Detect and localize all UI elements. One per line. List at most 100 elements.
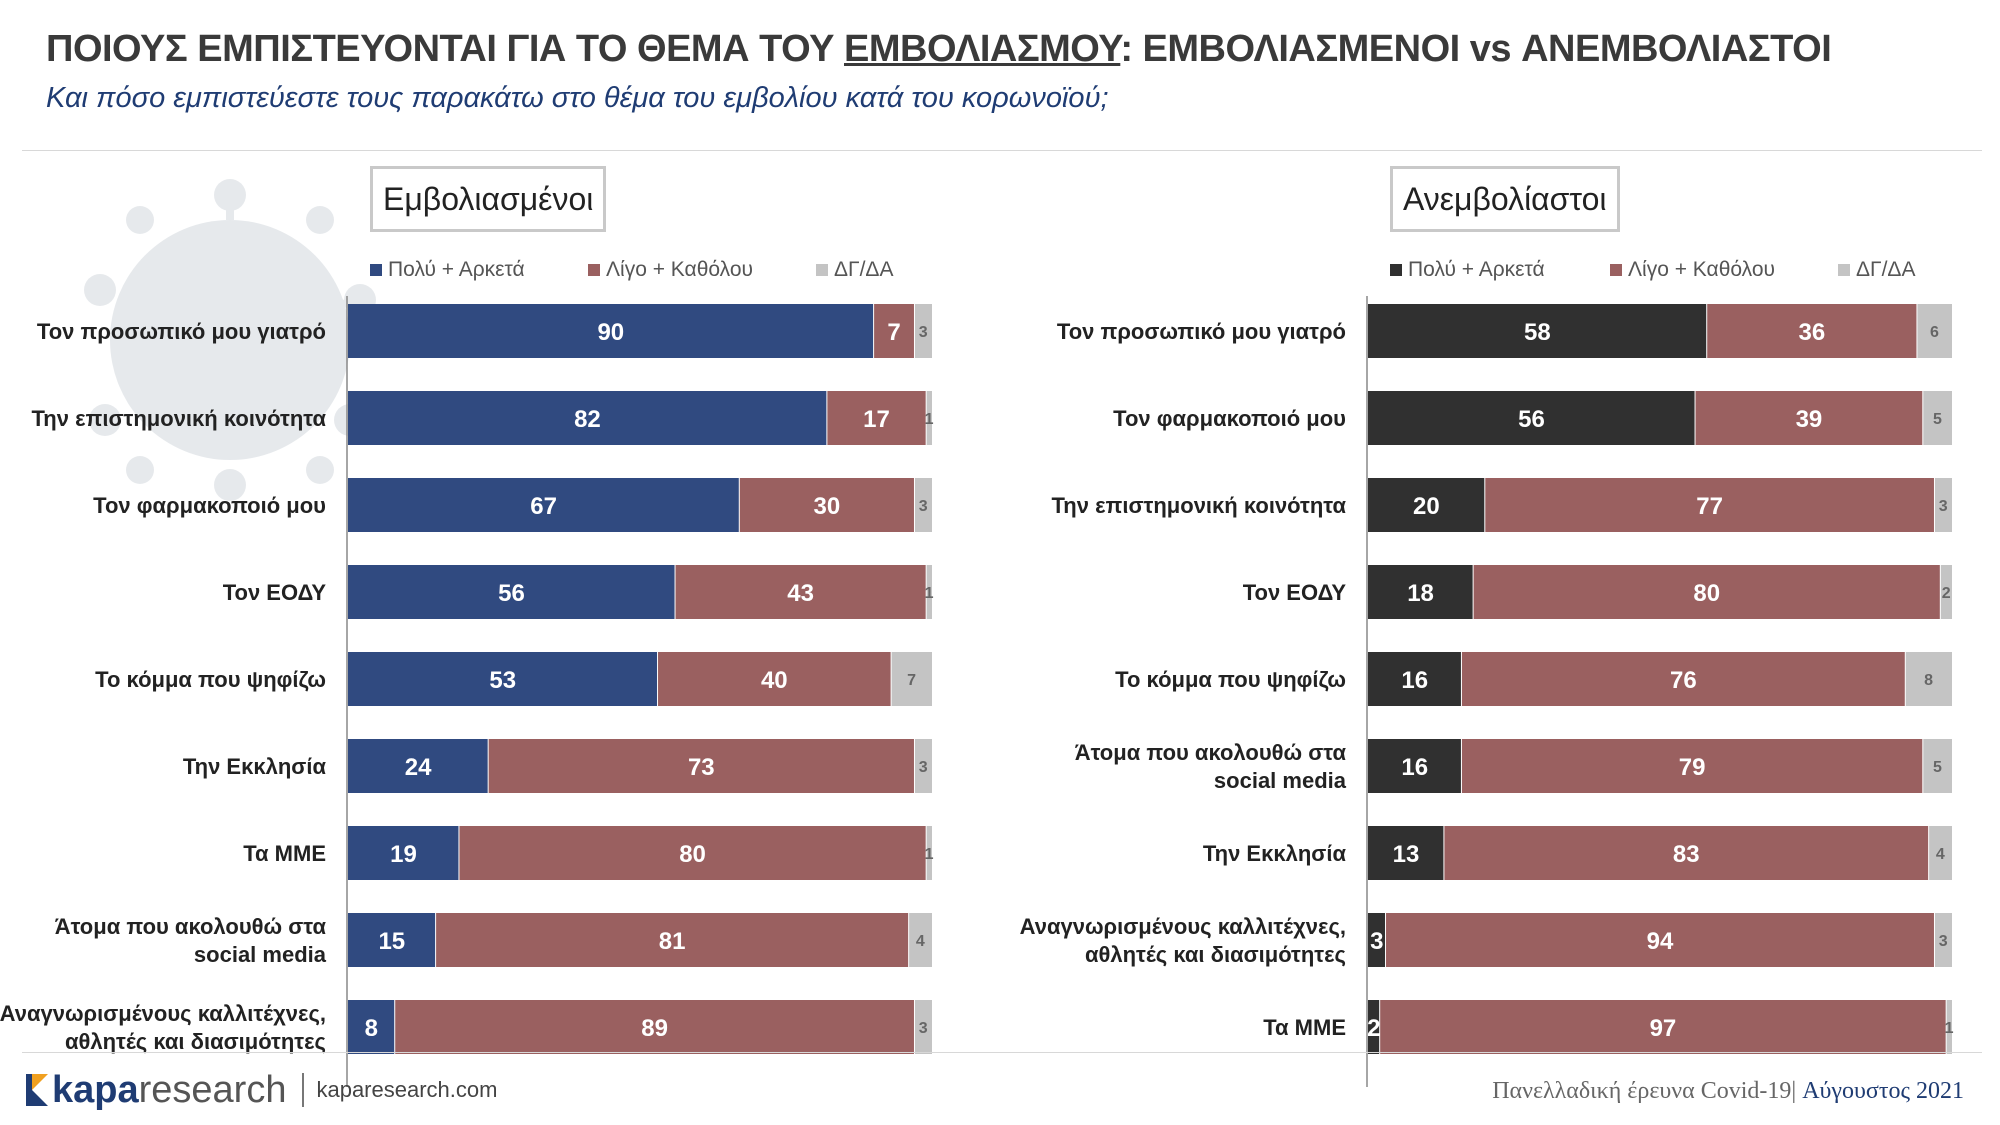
survey-month: Αύγουστος 2021 [1802,1078,1964,1104]
legend-item-little: Λίγο + Καθόλου [1610,258,1775,282]
bar-value-label: 56 [1518,406,1545,433]
legend-swatch-dkna [1838,264,1850,276]
category-label: Τα ΜΜΕ [1263,1015,1346,1040]
brand-bold: kapa [52,1068,139,1111]
category-label-line: Άτομα που ακολουθώ στα [1075,740,1347,765]
bar-segment [908,913,932,967]
bar-value-label: 3 [919,759,928,776]
bar-value-label: 3 [919,324,928,341]
bar-value-label: 43 [787,580,814,607]
legend-label-dkna: ΔΓ/ΔΑ [834,258,894,281]
bar-value-label: 24 [405,754,432,781]
bar-value-label: 3 [919,498,928,515]
bar-value-label: 67 [530,493,557,520]
panel-unvaccinated: Ανεμβολίαστοι Πολύ + Αρκετά Λίγο + Καθόλ… [1020,166,2000,1087]
category-label: Τον προσωπικό μου γιατρό [1057,319,1346,344]
bar-value-label: 4 [916,933,925,950]
kapa-logo-icon [26,1074,48,1106]
page-subtitle: Και πόσο εμπιστεύεστε τους παρακάτω στο … [46,82,1109,114]
bar-segment [926,826,932,880]
bar-segment [348,1000,395,1054]
bar-value-label: 56 [498,580,525,607]
bar-value-label: 4 [1936,846,1945,863]
bar-value-label: 58 [1524,319,1551,346]
website-link[interactable]: kaparesearch.com [316,1077,498,1102]
bar-value-label: 1 [1945,1020,1954,1037]
bar-value-label: 80 [679,841,706,868]
bar-segment [1368,565,1474,619]
bar-segment [826,391,927,445]
bar-segment [348,826,459,880]
bar-segment [873,304,915,358]
bar-value-label: 39 [1796,406,1823,433]
category-label: Άτομα που ακολουθώ στα social media [1075,740,1347,793]
category-label: Τον προσωπικό μου γιατρό [37,319,326,344]
category-label: Τον ΕΟΔΥ [1243,580,1347,605]
bar-value-label: 8 [1924,672,1933,689]
bar-segment [1928,826,1952,880]
bar-value-label: 3 [1370,928,1383,955]
bar-value-label: 77 [1696,493,1723,520]
survey-separator: | [1791,1078,1803,1104]
title-suffix: : ΕΜΒΟΛΙΑΣΜΕΝΟΙ vs ΑΝΕΜΒΟΛΙΑΣΤΟΙ [1120,28,1832,70]
category-label: Αναγνωρισμένους καλλιτέχνες, αθλητές και … [1020,914,1346,967]
footer-divider [22,1052,1982,1053]
header-divider [22,150,1982,151]
bar-value-label: 7 [887,319,900,346]
bar-value-label: 1 [925,846,934,863]
category-label: Την Εκκλησία [1203,841,1347,866]
category-label-line: Την επιστημονική κοινότητα [32,406,327,431]
category-label-line: Τα ΜΜΕ [1263,1015,1346,1040]
bar-value-label: 17 [863,406,890,433]
bar-segment [348,391,827,445]
category-label-line: Τον φαρμακοποιό μου [1113,406,1346,431]
legend-item-dkna: ΔΓ/ΔΑ [816,258,893,282]
category-label: Την επιστημονική κοινότητα [32,406,327,431]
category-label: Αναγνωρισμένους καλλιτέχνες, αθλητές και … [0,1001,326,1054]
bar-segment [1368,304,1707,358]
bar-value-label: 20 [1413,493,1440,520]
bar-segment [1946,1000,1952,1054]
brand-rest: research [138,1068,287,1111]
panel-title-vaccinated: Εμβολιασμένοι [370,166,607,232]
footer-survey-info: Πανελλαδική έρευνα Covid-19| Αύγουστος 2… [1492,1078,1964,1105]
legend-item-much: Πολύ + Αρκετά [1390,258,1545,282]
title-underlined: ΕΜΒΟΛΙΑΣΜΟΥ [844,28,1121,70]
category-label: Άτομα που ακολουθώ στα social media [55,914,327,967]
bar-segment [739,478,915,532]
bar-value-label: 8 [365,1015,378,1042]
category-label: Τον φαρμακοποιό μου [1113,406,1346,431]
bar-value-label: 89 [641,1015,668,1042]
bar-value-label: 16 [1401,754,1428,781]
legend-label-dkna: ΔΓ/ΔΑ [1856,258,1916,281]
bar-segment [348,565,676,619]
bar-value-label: 94 [1647,928,1674,955]
bar-segment [1922,391,1952,445]
bar-value-label: 40 [761,667,788,694]
bar-value-label: 97 [1650,1015,1677,1042]
bar-segment [1695,391,1923,445]
panel-vaccinated: Εμβολιασμένοι Πολύ + Αρκετά Λίγο + Καθόλ… [0,166,980,1087]
bar-value-label: 83 [1673,841,1700,868]
bar-value-label: 79 [1679,754,1706,781]
bar-segment [675,565,927,619]
bar-value-label: 3 [1939,933,1948,950]
category-label: Τον ΕΟΔΥ [223,580,327,605]
category-label: Την επιστημονική κοινότητα [1052,493,1347,518]
bar-segment [1368,826,1444,880]
bar-segment [1368,739,1462,793]
bar-segment [1368,478,1485,532]
category-label: Το κόμμα που ψηφίζω [1115,667,1346,692]
legend-label-little: Λίγο + Καθόλου [606,258,753,281]
bar-segment [1922,739,1952,793]
category-label: Την Εκκλησία [183,754,327,779]
bar-segment [657,652,892,706]
page-title: ΠΟΙΟΥΣ ΕΜΠΙΣΤΕΥΟΝΤΑΙ ΓΙΑ ΤΟ ΘΕΜΑ ΤΟΥ ΕΜΒ… [46,28,1832,71]
bar-value-label: 2 [1367,1015,1380,1042]
bar-segment [1940,565,1952,619]
category-label-line: αθλητές και διασιμότητες [65,1029,326,1054]
bar-value-label: 80 [1693,580,1720,607]
category-label-line: social media [194,942,327,967]
